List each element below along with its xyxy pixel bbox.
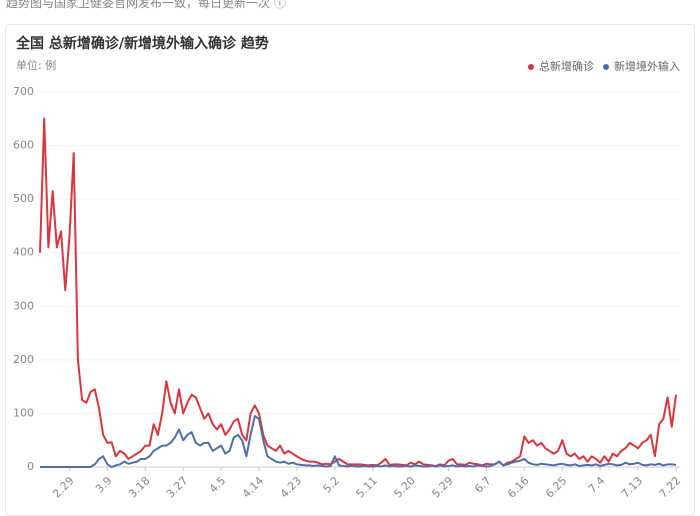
unit-label: 单位: 例 bbox=[16, 58, 56, 72]
y-tick-label: 500 bbox=[13, 192, 34, 205]
x-tick-label: 6.25 bbox=[543, 474, 570, 500]
x-tick-label: 3.9 bbox=[93, 474, 115, 496]
x-tick-label: 7.22 bbox=[657, 474, 684, 500]
y-tick-label: 100 bbox=[13, 406, 34, 419]
x-tick-label: 4.14 bbox=[240, 474, 267, 500]
x-tick-label: 5.20 bbox=[391, 474, 418, 500]
x-tick-label: 2.29 bbox=[50, 474, 77, 500]
legend-marker[interactable] bbox=[528, 64, 534, 70]
x-tick-label: 4.5 bbox=[207, 474, 229, 496]
legend-label[interactable]: 总新增确诊 bbox=[539, 59, 594, 73]
line bbox=[39, 117, 677, 467]
x-tick-label: 7.4 bbox=[586, 474, 608, 496]
x-tick-label: 4.23 bbox=[278, 474, 305, 500]
line bbox=[40, 415, 677, 468]
x-tick-label: 6.16 bbox=[505, 474, 532, 500]
x-tick-label: 3.27 bbox=[164, 474, 191, 500]
note: 趋势图与国家卫健委官网发布一致，每日更新一次 ⓘ bbox=[6, 0, 286, 11]
info-icon[interactable]: ⓘ bbox=[273, 0, 286, 10]
x-tick-label: 3.18 bbox=[126, 474, 153, 500]
chart-title: 全国 总新增确诊/新增境外输入确诊 趋势 bbox=[15, 35, 269, 52]
note-text: 趋势图与国家卫健委官网发布一致，每日更新一次 bbox=[6, 0, 271, 10]
y-tick-label: 600 bbox=[13, 139, 34, 152]
x-tick-label: 5.2 bbox=[321, 474, 343, 496]
legend-marker[interactable] bbox=[603, 64, 609, 70]
chart: 全国 总新增确诊/新增境外输入确诊 趋势 单位: 例 0 100 200 300 400… bbox=[13, 35, 684, 500]
y-tick-label: 700 bbox=[13, 85, 34, 98]
legend-label[interactable]: 新增境外输入 bbox=[614, 59, 680, 73]
y-tick-label: 0 bbox=[27, 460, 34, 473]
y-tick-label: 200 bbox=[13, 353, 34, 366]
y-tick-label: 300 bbox=[13, 299, 34, 312]
y-tick-label: 400 bbox=[13, 246, 34, 259]
x-tick-label: 7.13 bbox=[619, 474, 646, 500]
x-tick-label: 6.7 bbox=[472, 474, 494, 496]
x-tick-label: 5.11 bbox=[353, 474, 380, 500]
page: 趋势图与国家卫健委官网发布一致，每日更新一次 ⓘ 全国 总新增确诊/新增境外输入… bbox=[5, 0, 695, 516]
x-tick-label: 5.29 bbox=[429, 474, 456, 500]
